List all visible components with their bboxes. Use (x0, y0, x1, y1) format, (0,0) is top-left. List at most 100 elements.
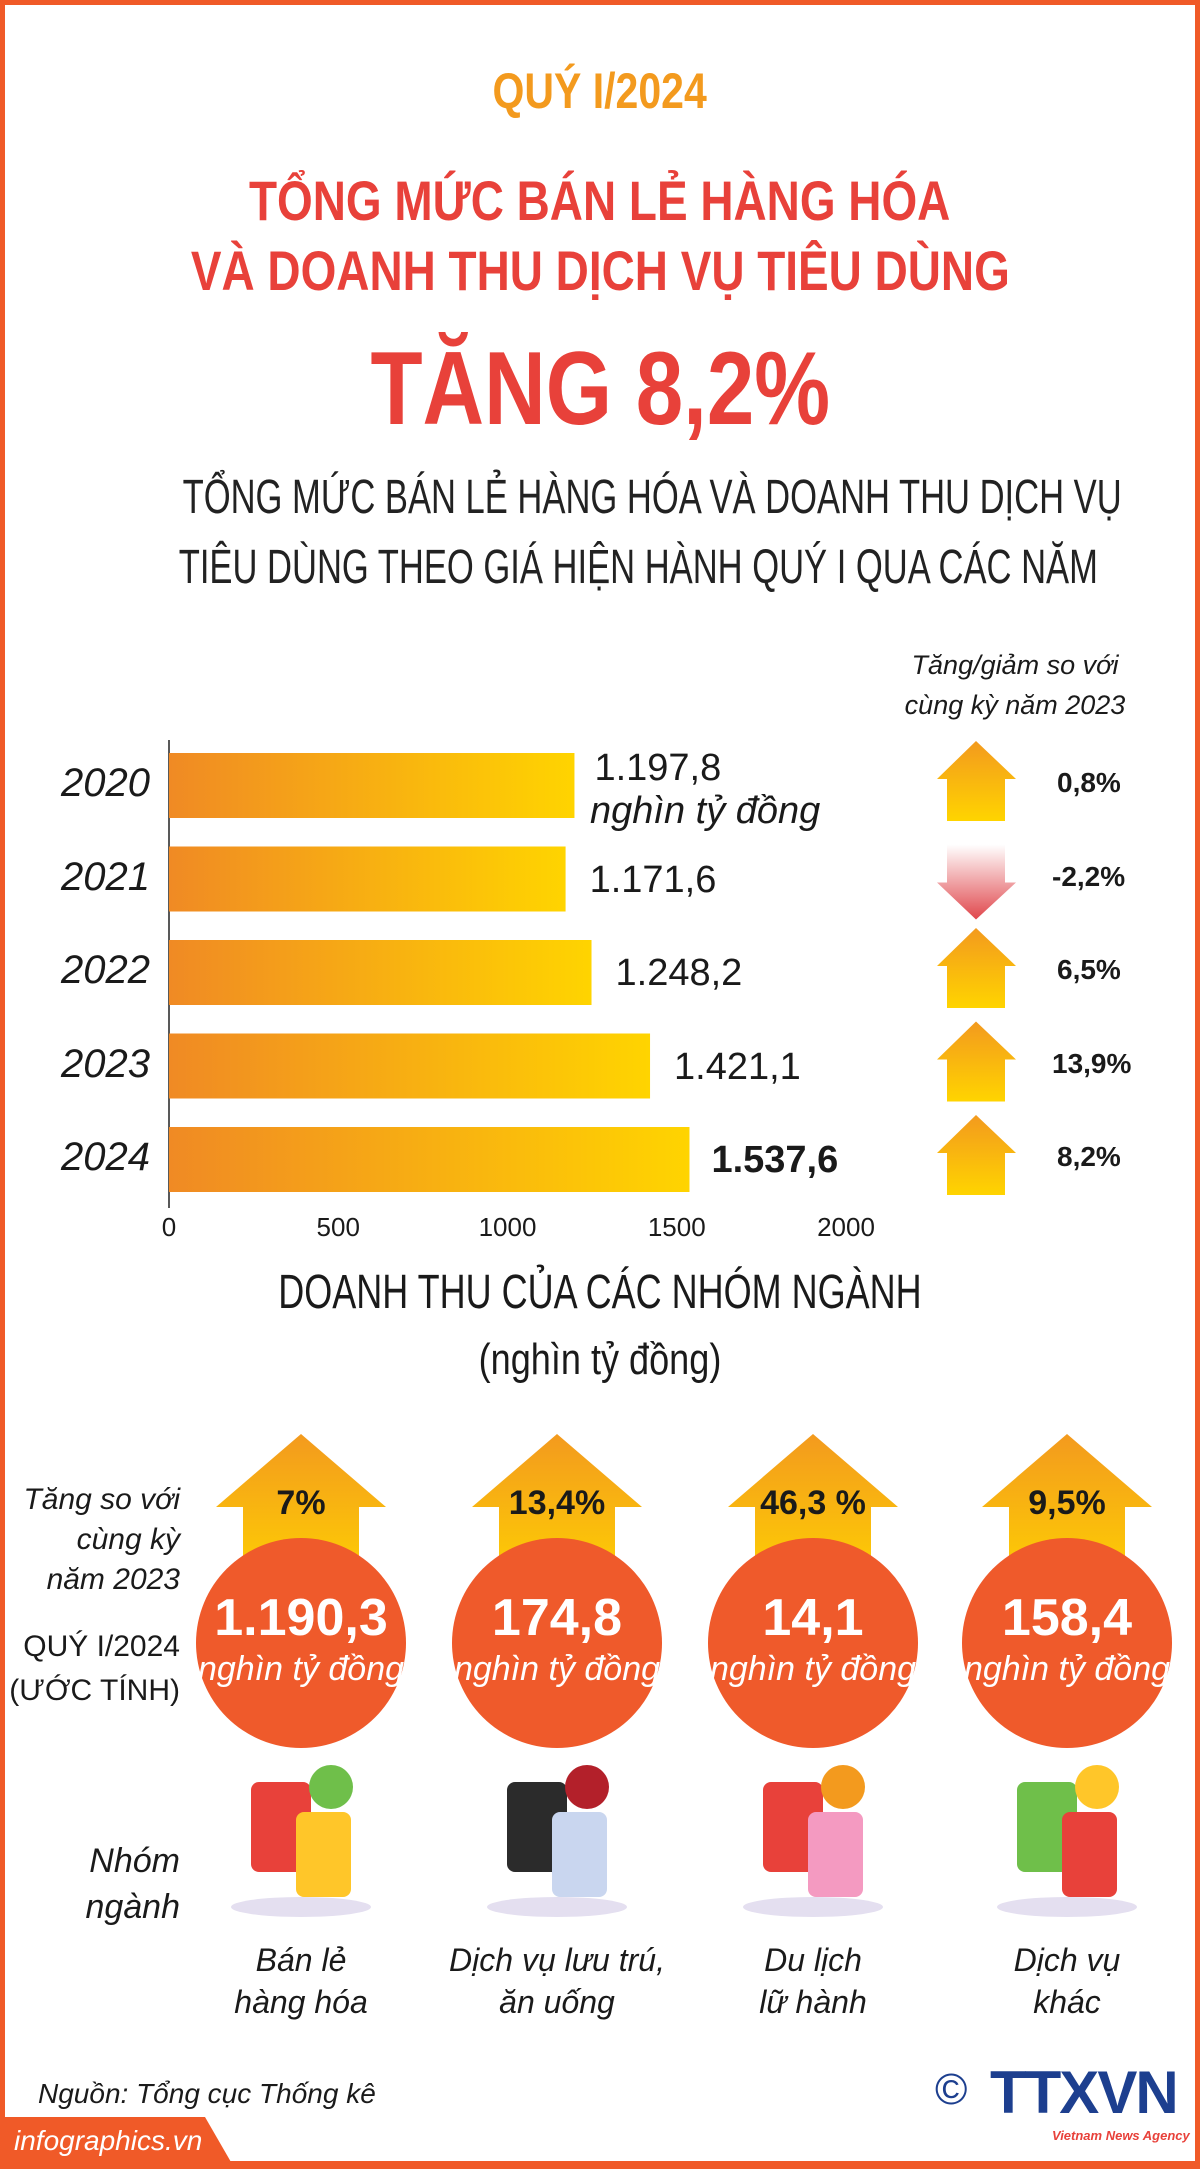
groups-heading-text: DOANH THU CỦA CÁC NHÓM NGÀNH (278, 1266, 922, 1319)
title-line-2: VÀ DOANH THU DỊCH VỤ TIÊU DÙNG (0, 238, 1200, 303)
ttxvn-logo-subtitle: Vietnam News Agency (1052, 2128, 1190, 2143)
growth-label-1: Tăng so với (23, 1483, 180, 1516)
change-header: Tăng/giảm so với cùng kỳ năm 2023 (880, 645, 1150, 725)
group-row-label: Nhóm ngành (85, 1838, 180, 1930)
down-arrow-icon (937, 844, 1016, 920)
group-name-line-2: ăn uống (499, 1984, 615, 2020)
group-unit: nghìn tỷ đồng (709, 1650, 917, 1688)
group-value: 174,8 (491, 1589, 623, 1647)
shop-basket-icon (211, 1742, 391, 1922)
bar-chart: 2020 1.197,8 0,8% 2021 1.171,6 -2,2% 2022 1.248… (61, 740, 1132, 1242)
bar-2024 (169, 1127, 690, 1192)
change-header-line-1: Tăng/giảm so với (911, 650, 1119, 680)
growth-value: 13,4% (508, 1484, 606, 1522)
value-label: 1.197,8 (594, 747, 722, 789)
headline-text: TĂNG 8,2% (370, 331, 830, 447)
value-label: 1.537,6 (711, 1139, 839, 1181)
group-name-line-1: Du lịch (764, 1942, 862, 1978)
restaurant-dining-icon (467, 1742, 647, 1922)
group-value: 158,4 (1001, 1589, 1133, 1647)
change-label: 8,2% (1057, 1141, 1121, 1172)
growth-row-label: Tăng so với cùng kỳ năm 2023 (23, 1480, 180, 1600)
year-label: 2021 (61, 854, 150, 899)
bar-2022 (169, 940, 592, 1005)
ttxvn-logo: TTXVN (990, 2059, 1179, 2126)
year-label: 2020 (61, 761, 150, 805)
year-label: 2022 (61, 948, 150, 992)
value-label: 1.248,2 (615, 952, 743, 994)
value-row-label: QUÝ I/2024 (ƯỚC TÍNH) (9, 1625, 180, 1713)
up-arrow-icon (937, 1115, 1016, 1195)
group-name: Bán lẻ hàng hóa (181, 1939, 421, 2023)
change-header-line-2: cùng kỳ năm 2023 (904, 690, 1126, 720)
title-line-1-text: TỔNG MỨC BÁN LẺ HÀNG HÓA (249, 169, 951, 232)
footer-line (0, 2161, 1200, 2169)
bar-2021 (169, 846, 566, 912)
change-label: 0,8% (1057, 767, 1121, 798)
chart-title-line-2: TIÊU DÙNG THEO GIÁ HIỆN HÀNH QUÝ I QUA C… (0, 540, 1200, 595)
charts-services-icon (977, 1742, 1157, 1922)
growth-label-2: cùng kỳ (76, 1523, 180, 1556)
unit-label: nghìn tỷ đồng (590, 790, 821, 832)
travelers-luggage-icon (723, 1742, 903, 1922)
x-tick-label: 2000 (817, 1212, 875, 1242)
group-name-line-1: Dịch vụ lưu trú, (449, 1942, 665, 1978)
growth-value: 9,5% (1028, 1484, 1106, 1522)
chart-title-2-text: TIÊU DÙNG THEO GIÁ HIỆN HÀNH QUÝ I QUA C… (178, 541, 1098, 594)
chart-title-1-text: TỔNG MỨC BÁN LẺ HÀNG HÓA VÀ DOANH THU DỊ… (182, 471, 1122, 524)
value-label-2: (ƯỚC TÍNH) (9, 1674, 180, 1707)
title-line-1: TỔNG MỨC BÁN LẺ HÀNG HÓA (0, 168, 1200, 233)
bar-chart-svg (168, 740, 1016, 1208)
growth-label-3: năm 2023 (46, 1563, 180, 1596)
group-name: Dịch vụ khác (947, 1939, 1187, 2023)
change-label: -2,2% (1052, 860, 1126, 892)
group-unit: nghìn tỷ đồng (963, 1650, 1171, 1688)
group-unit: nghìn tỷ đồng (197, 1650, 405, 1688)
title-line-2-text: VÀ DOANH THU DỊCH VỤ TIÊU DÙNG (190, 239, 1010, 302)
chart-title-line-1: TỔNG MỨC BÁN LẺ HÀNG HÓA VÀ DOANH THU DỊ… (0, 470, 1200, 525)
up-arrow-icon (937, 1021, 1016, 1102)
bar-2023 (169, 1033, 651, 1099)
change-label: 6,5% (1057, 954, 1121, 985)
period-text: QUÝ I/2024 (492, 63, 708, 119)
growth-value: 46,3 % (760, 1484, 866, 1522)
group-value: 14,1 (762, 1589, 864, 1647)
group-value: 1.190,3 (214, 1589, 388, 1647)
value-circle: 158,4 nghìn tỷ đồng (962, 1538, 1172, 1748)
year-label: 2024 (61, 1135, 150, 1179)
groups-heading-unit: (nghìn tỷ đồng) (0, 1335, 1200, 1385)
bar-2020 (169, 753, 575, 818)
group-name-line-1: Dịch vụ (1013, 1942, 1121, 1978)
footer-band (0, 2117, 1200, 2169)
footer-tab (0, 2117, 235, 2169)
up-arrow-icon (937, 928, 1016, 1008)
x-tick-label: 1000 (478, 1212, 537, 1242)
period-title: QUÝ I/2024 (0, 62, 1200, 120)
group-unit: nghìn tỷ đồng (453, 1650, 661, 1688)
headline: TĂNG 8,2% (0, 330, 1200, 449)
value-label-1: QUÝ I/2024 (23, 1630, 180, 1663)
groups-heading: DOANH THU CỦA CÁC NHÓM NGÀNH (0, 1265, 1200, 1320)
group-name: Du lịch lữ hành (693, 1939, 933, 2023)
group-label-2: ngành (85, 1888, 180, 1926)
value-label: 1.171,6 (589, 858, 717, 901)
copyright-icon: © (935, 2065, 968, 2114)
value-circle: 174,8 nghìn tỷ đồng (452, 1538, 662, 1748)
group-label-1: Nhóm (89, 1842, 180, 1880)
group-name-line-1: Bán lẻ (255, 1942, 347, 1978)
group-name-line-2: lữ hành (759, 1984, 867, 2020)
group-name-line-2: khác (1033, 1984, 1101, 2020)
change-label: 13,9% (1052, 1047, 1132, 1079)
growth-value: 7% (276, 1484, 326, 1522)
groups-unit-text: (nghìn tỷ đồng) (478, 1335, 722, 1384)
group-name: Dịch vụ lưu trú, ăn uống (437, 1939, 677, 2023)
x-tick-label: 500 (316, 1212, 360, 1242)
up-arrow-icon (937, 741, 1016, 821)
x-tick-label: 1500 (647, 1212, 706, 1242)
value-circle: 14,1 nghìn tỷ đồng (708, 1538, 918, 1748)
value-circle: 1.190,3 nghìn tỷ đồng (196, 1538, 406, 1748)
source-note: Nguồn: Tổng cục Thống kê (38, 2078, 376, 2109)
group-name-line-2: hàng hóa (234, 1984, 368, 2020)
site-link[interactable]: infographics.vn (14, 2125, 203, 2156)
year-label: 2023 (61, 1041, 150, 1086)
